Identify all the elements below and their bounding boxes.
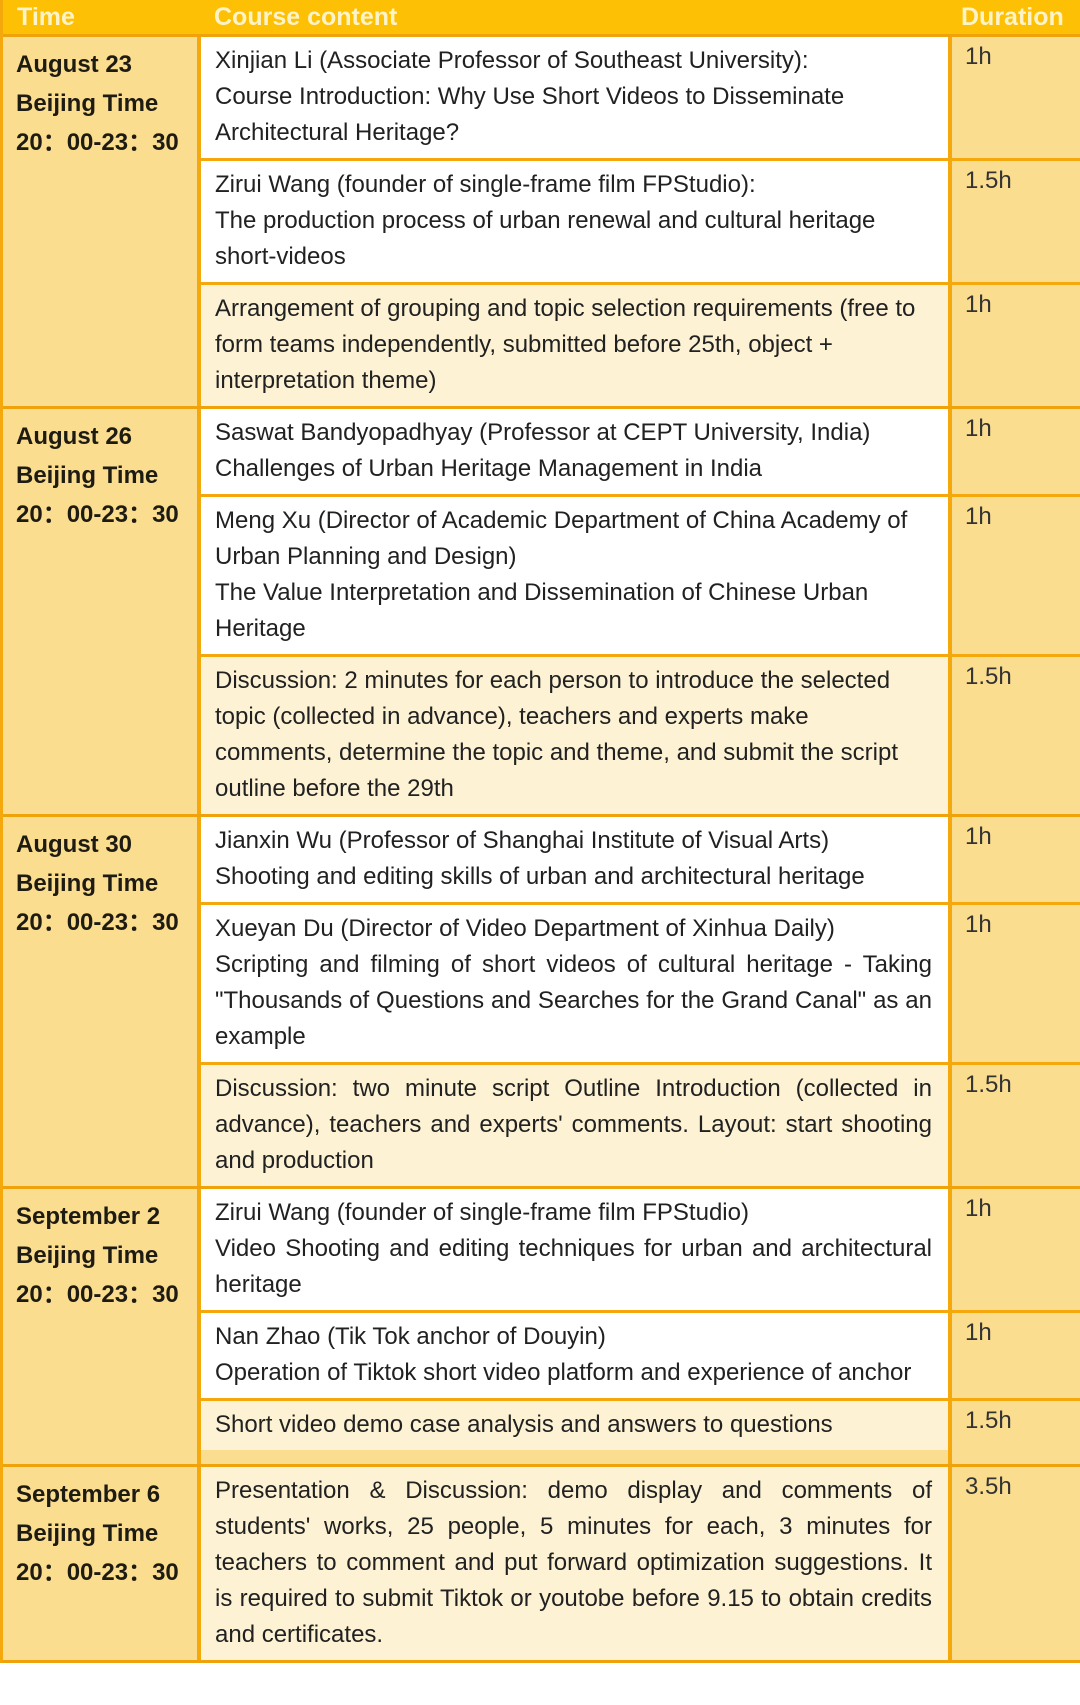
table-row: Nan Zhao (Tik Tok anchor of Douyin) Opera… [201,1310,1080,1398]
duration-cell: 1.5h [948,657,1080,814]
table-body: August 23 Beijing Time 20：00-23：30 Xinjian … [3,34,1080,1660]
content-paragraph: Xinjian Li (Associate Professor of South… [215,47,809,74]
time-line: Beijing Time [16,462,159,489]
course-content-cell: Discussion: 2 minutes for each person to… [201,657,948,814]
time-line: August 26 [16,423,133,450]
course-content-cell: Zirui Wang (founder of single-frame film… [201,161,948,282]
table-row: Jianxin Wu (Professor of Shanghai Instit… [201,817,1080,902]
content-paragraph: Xueyan Du (Director of Video Department … [215,915,835,942]
schedule-group: August 26 Beijing Time 20：00-23：30 Saswat B… [3,406,1080,814]
content-paragraph: Jianxin Wu (Professor of Shanghai Instit… [215,827,830,854]
course-content-cell: Xueyan Du (Director of Video Department … [201,905,948,1062]
table-row: Xinjian Li (Associate Professor of South… [201,37,1080,158]
content-paragraph: Presentation & Discussion: demo display … [215,1477,932,1648]
duration-cell: 1h [948,1189,1080,1310]
time-line: 20：00-23：30 [16,129,179,156]
course-content-cell: Nan Zhao (Tik Tok anchor of Douyin) Opera… [201,1313,948,1398]
content-paragraph: Zirui Wang (founder of single-frame film… [215,171,756,198]
content-paragraph: Shooting and editing skills of urban and… [215,863,865,890]
table-row: Discussion: two minute script Outline In… [201,1062,1080,1186]
time-line: Beijing Time [16,90,159,117]
time-line: Beijing Time [16,1520,159,1547]
course-content-cell: Arrangement of grouping and topic select… [201,285,948,406]
duration-cell: 3.5h [948,1467,1080,1660]
content-paragraph: Nan Zhao (Tik Tok anchor of Douyin) [215,1323,606,1350]
group-rows: Presentation & Discussion: demo display … [201,1467,1080,1660]
content-paragraph: Discussion: 2 minutes for each person to… [215,667,899,802]
table-row: Presentation & Discussion: demo display … [201,1467,1080,1660]
duration-cell: 1h [948,1313,1080,1398]
time-cell: August 23 Beijing Time 20：00-23：30 [3,37,201,406]
course-content-cell: Zirui Wang (founder of single-frame film… [201,1189,948,1310]
content-paragraph: Zirui Wang (founder of single-frame film… [215,1199,749,1226]
duration-cell: 1h [948,409,1080,494]
content-paragraph: Scripting and filming of short videos of… [215,951,932,1050]
schedule-group: August 30 Beijing Time 20：00-23：30 Jianxin … [3,814,1080,1186]
time-cell: August 26 Beijing Time 20：00-23：30 [3,409,201,814]
time-cell: August 30 Beijing Time 20：00-23：30 [3,817,201,1186]
content-paragraph: Arrangement of grouping and topic select… [215,295,916,394]
table-row: Zirui Wang (founder of single-frame film… [201,1189,1080,1310]
content-paragraph: Saswat Bandyopadhyay (Professor at CEPT … [215,419,871,446]
time-cell: September 2 Beijing Time 20：00-23：30 [3,1189,201,1464]
duration-cell: 1.5h [948,1401,1080,1464]
time-line: September 2 [16,1203,161,1230]
group-rows: Saswat Bandyopadhyay (Professor at CEPT … [201,409,1080,814]
table-row: Discussion: 2 minutes for each person to… [201,654,1080,814]
time-cell: September 6 Beijing Time 20：00-23：30 [3,1467,201,1660]
course-content-cell: Jianxin Wu (Professor of Shanghai Instit… [201,817,948,902]
duration-cell: 1h [948,37,1080,158]
time-line: 20：00-23：30 [16,501,179,528]
header-duration: Duration [961,2,1064,31]
table-header-row: Time Course content Duration [3,0,1080,34]
content-paragraph: Video Shooting and editing techniques fo… [215,1235,932,1298]
table-row: Arrangement of grouping and topic select… [201,282,1080,406]
table-row: Xueyan Du (Director of Video Department … [201,902,1080,1062]
content-paragraph: The production process of urban renewal … [215,207,876,270]
header-time: Time [17,2,75,31]
duration-cell: 1h [948,497,1080,654]
duration-cell: 1h [948,905,1080,1062]
table-row: Saswat Bandyopadhyay (Professor at CEPT … [201,409,1080,494]
content-paragraph: Challenges of Urban Heritage Management … [215,455,762,482]
content-paragraph: Course Introduction: Why Use Short Video… [215,83,845,146]
schedule-group: August 23 Beijing Time 20：00-23：30 Xinjian … [3,34,1080,406]
time-line: 20：00-23：30 [16,1281,179,1308]
group-rows: Xinjian Li (Associate Professor of South… [201,37,1080,406]
table-row: Short video demo case analysis and answe… [201,1398,1080,1464]
time-line: August 23 [16,51,133,78]
content-paragraph: Short video demo case analysis and answe… [215,1411,833,1438]
course-schedule-table: Time Course content Duration August 23 Be… [0,0,1080,1663]
duration-cell: 1h [948,285,1080,406]
content-paragraph: Discussion: two minute script Outline In… [215,1075,932,1174]
course-content-cell: Saswat Bandyopadhyay (Professor at CEPT … [201,409,948,494]
content-paragraph: Operation of Tiktok short video platform… [215,1359,912,1386]
duration-cell: 1.5h [948,1065,1080,1186]
time-line: Beijing Time [16,1242,159,1269]
schedule-group: September 6 Beijing Time 20：00-23：30 Presen… [3,1464,1080,1660]
content-paragraph: The Value Interpretation and Disseminati… [215,579,869,642]
time-line: August 30 [16,831,133,858]
course-content-cell: Presentation & Discussion: demo display … [201,1467,948,1660]
duration-cell: 1.5h [948,161,1080,282]
group-rows: Jianxin Wu (Professor of Shanghai Instit… [201,817,1080,1186]
time-line: 20：00-23：30 [16,909,179,936]
course-content-cell: Xinjian Li (Associate Professor of South… [201,37,948,158]
time-line: September 6 [16,1481,161,1508]
group-rows: Zirui Wang (founder of single-frame film… [201,1189,1080,1464]
time-line: Beijing Time [16,870,159,897]
duration-cell: 1h [948,817,1080,902]
course-content-cell: Short video demo case analysis and answe… [201,1401,948,1464]
table-row: Meng Xu (Director of Academic Department… [201,494,1080,654]
content-paragraph: Meng Xu (Director of Academic Department… [215,507,908,570]
course-content-cell: Discussion: two minute script Outline In… [201,1065,948,1186]
course-content-cell: Meng Xu (Director of Academic Department… [201,497,948,654]
time-line: 20：00-23：30 [16,1559,179,1586]
header-course-content: Course content [214,2,398,31]
table-row: Zirui Wang (founder of single-frame film… [201,158,1080,282]
schedule-group: September 2 Beijing Time 20：00-23：30 Zirui … [3,1186,1080,1464]
